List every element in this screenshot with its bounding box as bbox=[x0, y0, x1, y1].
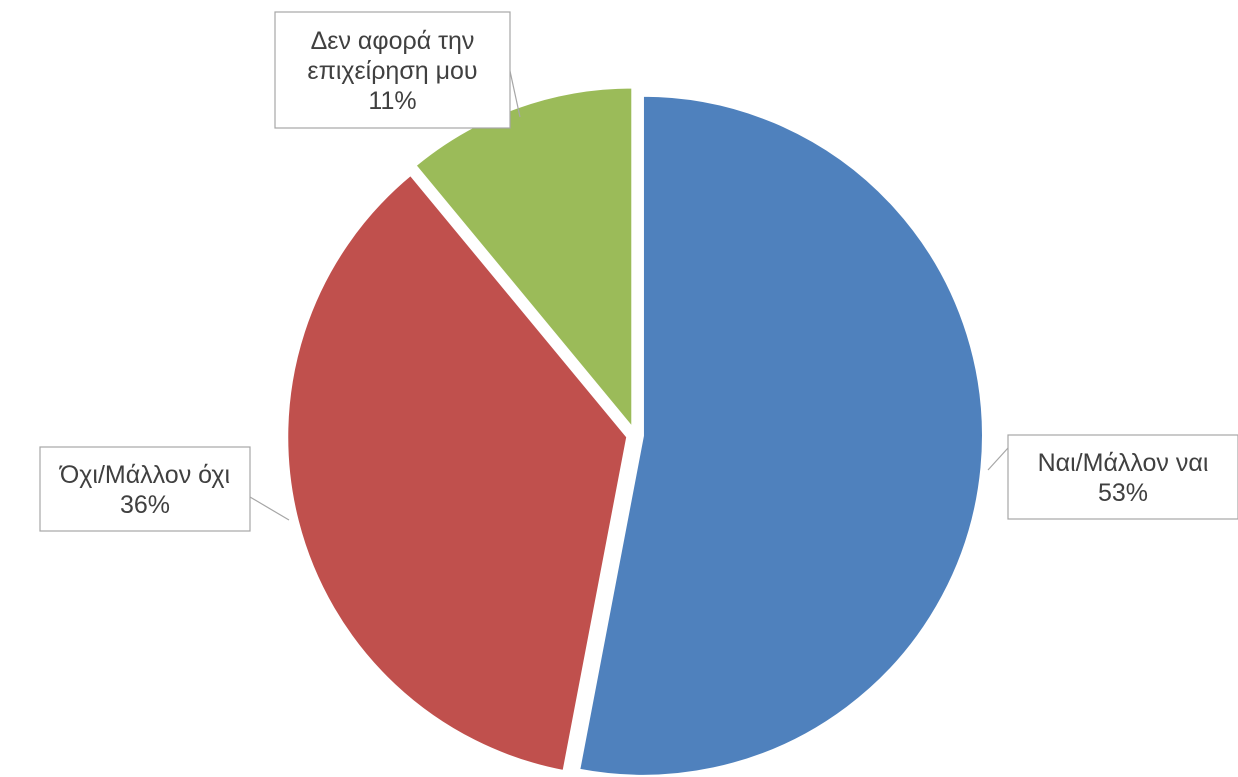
pie-slice-den-afora bbox=[414, 86, 634, 431]
label-box bbox=[1007, 434, 1238, 520]
label-category: επιχείρηση μου bbox=[307, 57, 477, 85]
leader-line bbox=[987, 447, 1009, 471]
leader-line bbox=[249, 496, 290, 521]
label-box bbox=[39, 446, 251, 532]
label-percent: 36% bbox=[120, 491, 170, 519]
label-category: Όχι/Μάλλον όχι bbox=[59, 461, 230, 489]
label-box bbox=[274, 11, 511, 129]
label-percent: 11% bbox=[368, 87, 416, 115]
label-percent: 53% bbox=[1098, 479, 1148, 507]
pie-slice-ochi-mallon-ochi bbox=[286, 173, 629, 773]
label-category: Ναι/Μάλλον ναι bbox=[1038, 449, 1209, 477]
pie-slices bbox=[286, 86, 984, 777]
pie-slice-nai-mallon-nai bbox=[578, 94, 984, 777]
label-category: Δεν αφορά την bbox=[311, 27, 475, 55]
leader-line bbox=[509, 70, 521, 118]
